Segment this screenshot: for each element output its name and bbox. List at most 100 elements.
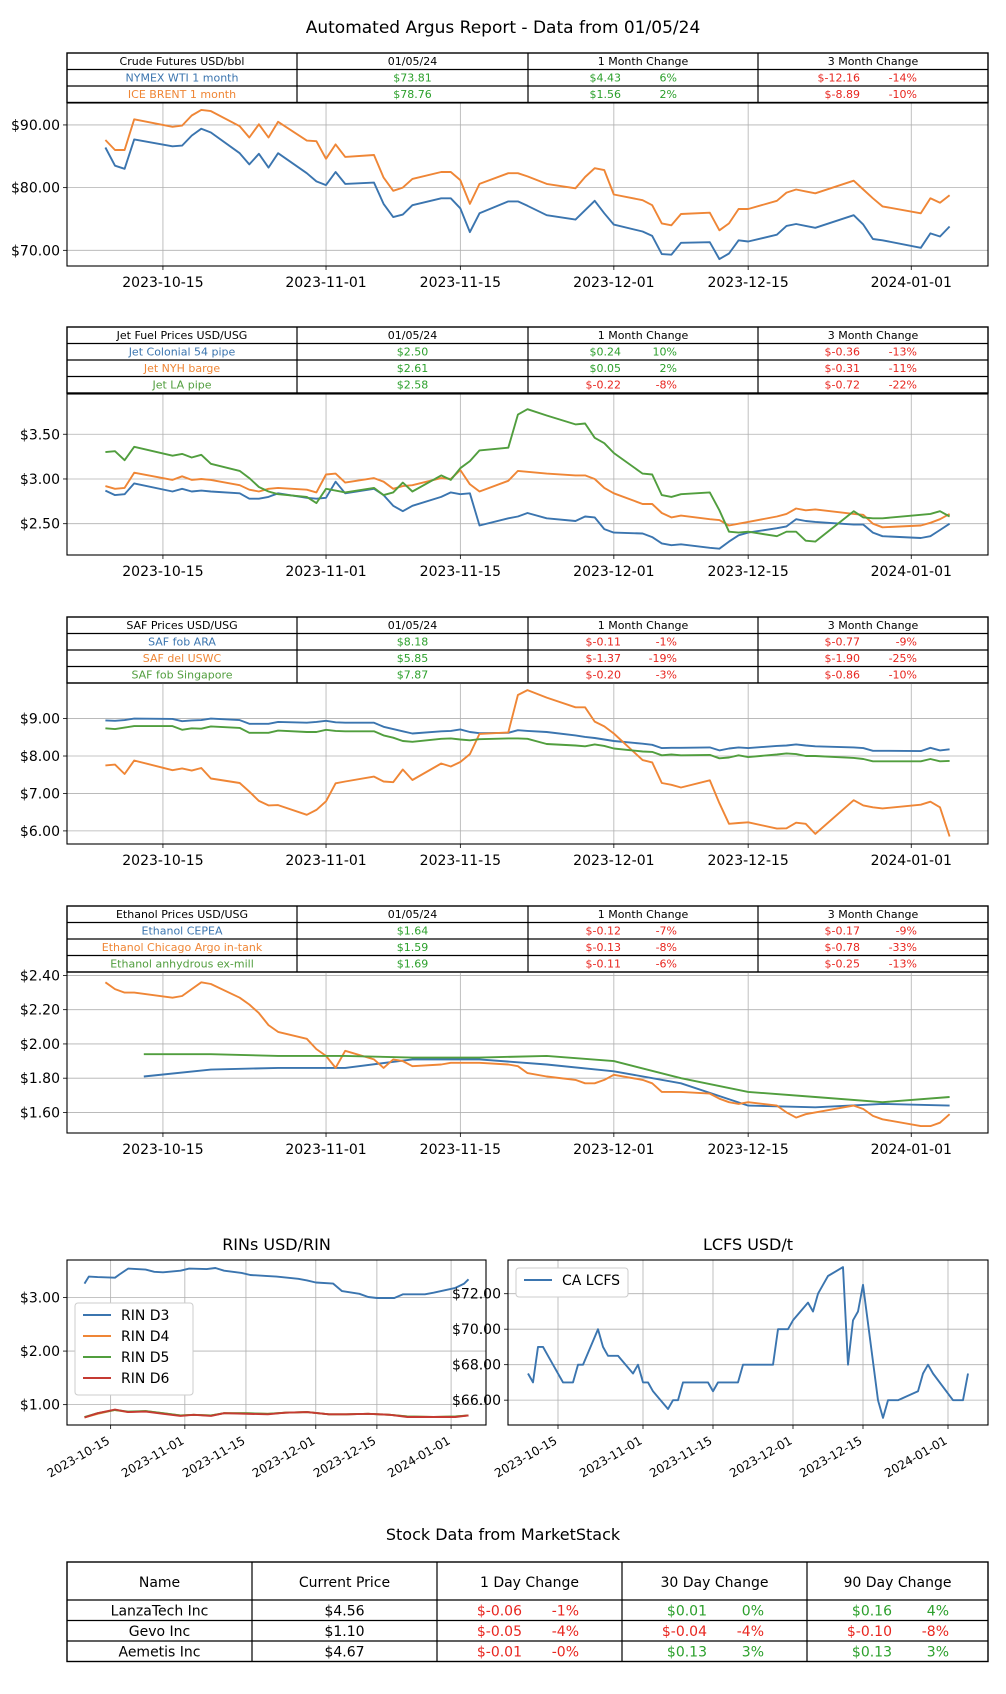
table-header-cell: SAF Prices USD/USG: [126, 619, 237, 632]
price-cell: $1.69: [397, 958, 429, 971]
stock-change-pct-cell: 4%: [927, 1604, 949, 1620]
y-tick-label: $8.00: [20, 749, 60, 765]
plot-frame: [66, 682, 989, 845]
x-tick-label: 2023-11-01: [285, 1142, 366, 1158]
series-name-cell: Ethanol anhydrous ex-mill: [110, 958, 254, 971]
x-tick-label: 2024-01-01: [882, 1433, 949, 1480]
table-header-cell: 01/05/24: [388, 329, 437, 342]
stock-change-pct-cell: -4%: [552, 1624, 579, 1640]
stock-change-pct-cell: 0%: [742, 1604, 764, 1620]
table-header-cell: 3 Month Change: [828, 55, 919, 68]
stock-change-pct-cell: 3%: [742, 1645, 764, 1661]
table-header-cell: 01/05/24: [388, 55, 437, 68]
chart-3: 2023-10-15 2023-11-01 2023-11-15 2023-12-01…: [20, 682, 989, 869]
stock-price-cell: $1.10: [324, 1624, 364, 1640]
x-tick-label: 2023-10-15: [492, 1433, 559, 1480]
y-tick-label: $3.50: [20, 427, 60, 443]
month-change-cell: $4.43: [590, 72, 622, 85]
series-name-cell: Ethanol Chicago Argo in-tank: [102, 941, 263, 954]
info-table-3: SAF Prices USD/USG 01/05/24 1 Month Change…: [66, 616, 989, 684]
stock-table-border: [66, 1561, 989, 1663]
x-tick-label: 2023-12-01: [573, 1142, 654, 1158]
legend-entry: RIN D4: [121, 1329, 170, 1345]
plot-frame: [66, 1259, 487, 1426]
x-tick-label: 2024-01-01: [871, 853, 952, 869]
series-name-cell: NYMEX WTI 1 month: [126, 72, 239, 85]
month-change-pct-cell: -6%: [656, 958, 677, 971]
stock-price-cell: $4.56: [324, 1604, 364, 1620]
x-tick-label: 2023-11-15: [420, 275, 501, 291]
series-line-jet-nyh-barge: [105, 469, 951, 529]
table-header-cell: Jet Fuel Prices USD/USG: [116, 329, 248, 342]
series-name-cell: SAF del USWC: [143, 652, 222, 665]
legend-box: [515, 1267, 629, 1298]
month-change-cell: $-0.13: [586, 941, 621, 954]
legend-box: [74, 1302, 194, 1396]
table-header-cell: 3 Month Change: [828, 908, 919, 921]
month-change-cell: $-0.22: [586, 379, 621, 392]
three-month-change-cell: $-0.31: [825, 362, 860, 375]
table-header-cell: 01/05/24: [388, 619, 437, 632]
series-line-ice-brent-1-month: [104, 108, 951, 232]
series-name-cell: SAF fob Singapore: [131, 669, 232, 682]
three-month-change-cell: $-0.25: [825, 958, 860, 971]
three-month-change-pct-cell: -25%: [889, 652, 917, 665]
y-tick-label: $70.00: [452, 1322, 501, 1338]
month-change-cell: $0.24: [590, 346, 622, 359]
series-line-jet-la-pipe: [105, 408, 951, 543]
x-tick-label: 2023-11-15: [647, 1433, 714, 1480]
stock-change-cell: $0.13: [852, 1645, 892, 1661]
info-table-1: Crude Futures USD/bbl 01/05/24 1 Month Cha…: [66, 52, 989, 104]
series-line-ethanol-chicago-argo-in-tank: [104, 981, 951, 1128]
x-tick-label: 2023-12-15: [707, 853, 788, 869]
stock-header-cell: 30 Day Change: [661, 1575, 769, 1591]
stock-name-cell: Aemetis Inc: [118, 1645, 200, 1661]
stock-change-cell: $0.01: [667, 1604, 707, 1620]
series-name-cell: Jet Colonial 54 pipe: [128, 346, 236, 359]
stock-header-cell: 1 Day Change: [480, 1575, 579, 1591]
x-tick-label: 2023-12-01: [573, 853, 654, 869]
y-tick-label: $3.00: [20, 472, 60, 488]
x-tick-label: 2023-10-15: [45, 1433, 112, 1480]
plot-frame: [66, 393, 989, 556]
table-header-cell: 1 Month Change: [598, 908, 689, 921]
series-line-nymex-wti-1-month: [104, 127, 951, 261]
price-cell: $2.61: [397, 362, 429, 375]
three-month-change-pct-cell: -11%: [889, 362, 917, 375]
month-change-pct-cell: -3%: [656, 669, 677, 682]
stock-name-cell: Gevo Inc: [129, 1624, 190, 1640]
price-cell: $1.64: [397, 925, 429, 938]
series-line-jet-colonial-54-pipe: [104, 480, 951, 550]
stock-change-cell: $-0.06: [477, 1604, 522, 1620]
series-line-ca-lcfs: [527, 1266, 969, 1419]
legend-entry: RIN D6: [121, 1371, 170, 1387]
stock-change-cell: $-0.01: [477, 1645, 522, 1661]
three-month-change-pct-cell: -22%: [889, 379, 917, 392]
month-change-cell: $-0.12: [586, 925, 621, 938]
month-change-cell: $-0.11: [586, 636, 621, 649]
stock-change-pct-cell: 3%: [927, 1645, 949, 1661]
info-table-4: Ethanol Prices USD/USG 01/05/24 1 Month Ch…: [66, 905, 989, 973]
x-tick-label: 2023-12-15: [707, 1142, 788, 1158]
x-tick-label: 2024-01-01: [385, 1433, 452, 1480]
series-line-saf-fob-ara: [105, 717, 950, 753]
three-month-change-cell: $-0.77: [825, 636, 860, 649]
x-tick-label: 2023-12-15: [797, 1433, 864, 1480]
three-month-change-pct-cell: -10%: [889, 88, 917, 101]
x-tick-label: 2023-11-01: [577, 1433, 644, 1480]
table-header-cell: 1 Month Change: [598, 55, 689, 68]
three-month-change-pct-cell: -13%: [889, 346, 917, 359]
three-month-change-cell: $-0.78: [825, 941, 860, 954]
series-name-cell: SAF fob ARA: [148, 636, 216, 649]
stock-change-cell: $-0.05: [477, 1624, 522, 1640]
three-month-change-pct-cell: -14%: [889, 72, 917, 85]
series-line-saf-del-uswc: [105, 689, 951, 837]
price-cell: $5.85: [397, 652, 429, 665]
x-tick-label: 2023-11-15: [180, 1433, 247, 1480]
price-cell: $73.81: [393, 72, 432, 85]
stock-change-cell: $0.16: [852, 1604, 892, 1620]
price-cell: $78.76: [393, 88, 432, 101]
